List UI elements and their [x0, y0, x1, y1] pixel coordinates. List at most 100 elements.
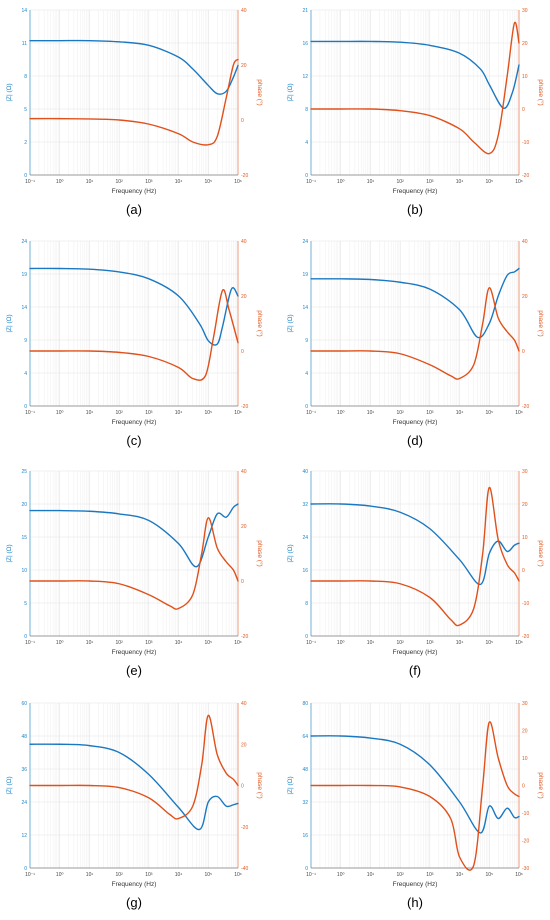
y-left-tick-label: 8	[24, 74, 27, 80]
x-tick-label: 10¹	[367, 640, 375, 646]
phase-series-line	[29, 517, 239, 610]
x-tick-label: 10¹	[86, 872, 94, 878]
panel-caption: (a)	[126, 202, 142, 217]
y-left-tick-label: 40	[302, 469, 308, 475]
y-left-tick-label: 24	[21, 239, 27, 245]
y-left-tick-label: 0	[305, 634, 308, 640]
x-tick-label: 10⁵	[204, 872, 212, 878]
x-tick-label: 10⁶	[515, 872, 523, 878]
y-right-tick-label: 30	[522, 8, 528, 14]
x-tick-label: 10³	[145, 872, 153, 878]
x-tick-label: 10⁶	[515, 410, 523, 416]
y-axis-label-left: |Z| (Ω)	[6, 544, 13, 562]
y-left-tick-label: 16	[302, 41, 308, 47]
y-right-tick-label: 0	[241, 784, 244, 790]
x-tick-label: 10⁵	[485, 410, 493, 416]
x-tick-label: 10¹	[367, 179, 375, 185]
x-tick-label: 10⁶	[234, 640, 242, 646]
x-tick-label: 10⁻¹	[25, 640, 35, 646]
x-tick-label: 10⁰	[337, 179, 345, 185]
y-axis-label-left: |Z| (Ω)	[287, 776, 294, 794]
x-tick-label: 10³	[145, 179, 153, 185]
y-right-tick-label: 20	[241, 294, 247, 300]
x-tick-label: 10²	[116, 179, 124, 185]
panel-caption: (h)	[407, 895, 423, 910]
x-tick-label: 10⁰	[337, 410, 345, 416]
x-tick-label: 10⁻¹	[25, 410, 35, 416]
x-axis-label: Frequency (Hz)	[393, 188, 438, 195]
y-right-tick-label: -20	[241, 404, 248, 410]
y-left-tick-label: 2	[24, 140, 27, 146]
y-right-tick-label: 0	[241, 349, 244, 355]
y-axis-label-left: |Z| (Ω)	[287, 83, 294, 101]
y-right-tick-label: -10	[522, 601, 529, 607]
phase-series-line	[29, 288, 239, 381]
x-tick-label: 10⁴	[175, 640, 183, 646]
phase-series-line	[310, 287, 520, 380]
y-right-tick-label: -20	[241, 173, 248, 179]
y-left-tick-label: 15	[21, 535, 27, 541]
y-axis-label-left: |Z| (Ω)	[6, 83, 13, 101]
x-tick-label: 10⁵	[204, 179, 212, 185]
chart-panel: 10⁻¹ 10⁰ 10¹ 10² 10³ 10⁴ 10⁵ 10⁶ 0 16 32 48 64 80 -30 -…	[287, 701, 545, 910]
y-axis-label-left: |Z| (Ω)	[6, 776, 13, 794]
y-right-tick-label: 20	[522, 729, 528, 735]
y-right-tick-label: 0	[522, 784, 525, 790]
y-left-tick-label: 12	[21, 833, 27, 839]
x-tick-label: 10⁻¹	[306, 640, 316, 646]
y-axis-label-right: phase (°)	[537, 79, 545, 105]
x-tick-label: 10⁶	[234, 410, 242, 416]
y-left-tick-label: 24	[302, 239, 308, 245]
x-tick-label: 10¹	[86, 640, 94, 646]
x-axis-label: Frequency (Hz)	[112, 881, 157, 888]
x-tick-label: 10²	[116, 872, 124, 878]
y-right-tick-label: -20	[522, 404, 529, 410]
y-axis-label-left: |Z| (Ω)	[287, 544, 294, 562]
magnitude-series-line	[310, 267, 520, 339]
y-left-tick-label: 0	[24, 173, 27, 179]
y-left-tick-label: 12	[302, 74, 308, 80]
y-axis-label-left: |Z| (Ω)	[287, 314, 294, 332]
y-right-tick-label: 0	[522, 568, 525, 574]
phase-series-line	[310, 21, 520, 155]
y-right-tick-label: -10	[522, 140, 529, 146]
y-left-tick-label: 11	[22, 41, 27, 47]
y-right-tick-label: 30	[522, 701, 528, 707]
x-tick-label: 10⁻¹	[25, 179, 35, 185]
y-left-tick-label: 0	[305, 404, 308, 410]
y-right-tick-label: -20	[241, 634, 248, 640]
y-left-tick-label: 16	[302, 833, 308, 839]
x-tick-label: 10²	[397, 872, 405, 878]
y-left-tick-label: 14	[21, 305, 27, 311]
chart-panel: 10⁻¹ 10⁰ 10¹ 10² 10³ 10⁴ 10⁵ 10⁶ 0 4 9 14 19 24 -20 0 20…	[287, 239, 545, 448]
x-tick-label: 10³	[145, 410, 153, 416]
x-axis-label: Frequency (Hz)	[393, 419, 438, 426]
y-right-tick-label: 20	[241, 742, 247, 748]
y-right-tick-label: 20	[241, 524, 247, 530]
y-right-tick-label: 0	[241, 118, 244, 124]
x-tick-label: 10²	[397, 410, 405, 416]
chart-panel: 10⁻¹ 10⁰ 10¹ 10² 10³ 10⁴ 10⁵ 10⁶ 0 5 10 15 20 25 -20 0 2…	[6, 469, 264, 678]
x-tick-label: 10⁴	[175, 410, 183, 416]
y-left-tick-label: 80	[302, 701, 308, 707]
y-right-tick-label: -20	[522, 634, 529, 640]
x-tick-label: 10⁴	[175, 179, 183, 185]
magnitude-series-line	[29, 39, 239, 95]
y-left-tick-label: 60	[21, 701, 27, 707]
x-tick-label: 10⁰	[337, 640, 345, 646]
y-right-tick-label: 40	[241, 8, 247, 14]
y-left-tick-label: 32	[302, 800, 308, 806]
y-axis-label-left: |Z| (Ω)	[6, 314, 13, 332]
chart-panel: 10⁻¹ 10⁰ 10¹ 10² 10³ 10⁴ 10⁵ 10⁶ 0 2 5 8 11 14 -20 0 20 4…	[6, 8, 264, 217]
y-right-tick-label: -20	[522, 839, 529, 845]
y-left-tick-label: 5	[24, 107, 27, 113]
x-tick-label: 10⁴	[456, 179, 464, 185]
y-left-tick-label: 64	[302, 734, 308, 740]
magnitude-series-line	[310, 735, 520, 834]
y-right-tick-label: 10	[522, 535, 528, 541]
x-tick-label: 10⁴	[456, 640, 464, 646]
y-right-tick-label: 0	[522, 349, 525, 355]
x-tick-label: 10⁶	[234, 872, 242, 878]
x-tick-label: 10¹	[86, 179, 94, 185]
